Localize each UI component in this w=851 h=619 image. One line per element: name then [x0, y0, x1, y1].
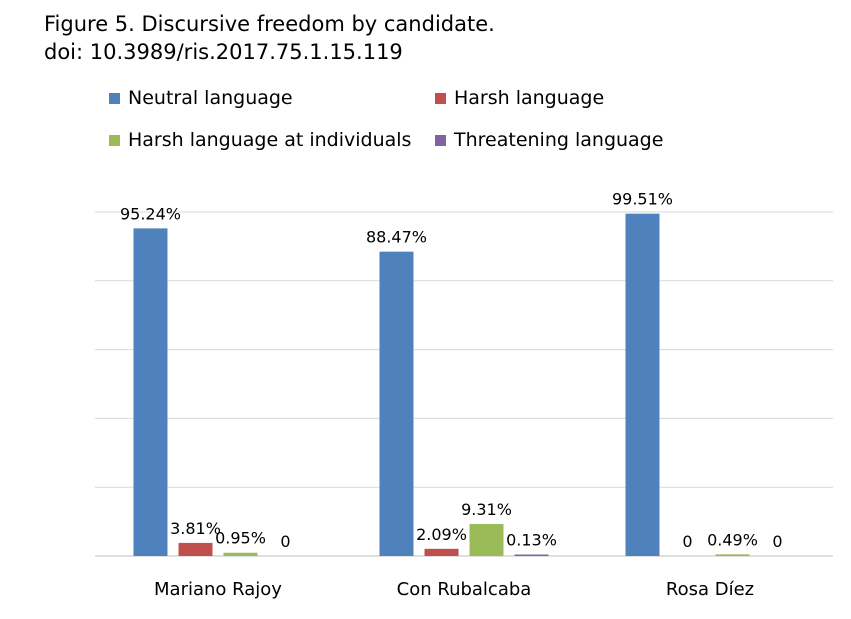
category-label-2: Rosa Díez	[666, 579, 754, 600]
data-label-1-0: 88.47%	[366, 228, 427, 247]
legend-swatch-harsh-individuals	[109, 134, 120, 146]
data-label-0-1: 3.81%	[170, 519, 221, 538]
legend-item-threatening: Threatening language	[435, 129, 663, 151]
data-label-1-2: 9.31%	[461, 500, 512, 519]
data-label-0-0: 95.24%	[120, 204, 181, 223]
data-label-1-1: 2.09%	[416, 525, 467, 544]
legend-item-harsh-individuals: Harsh language at individuals	[109, 129, 411, 151]
data-label-0-2: 0.95%	[215, 529, 266, 548]
legend-item-neutral: Neutral language	[109, 87, 293, 109]
title-line-2: doi: 10.3989/ris.2017.75.1.15.119	[44, 40, 403, 64]
legend-swatch-harsh	[435, 92, 446, 104]
legend-swatch-threatening	[435, 134, 446, 146]
legend-swatch-neutral	[109, 92, 120, 104]
data-label-0-3: 0	[280, 532, 290, 551]
category-label-1: Con Rubalcaba	[397, 579, 532, 600]
legend-label-harsh: Harsh language	[454, 87, 605, 109]
data-label-2-2: 0.49%	[707, 530, 758, 549]
bar-2-0	[625, 213, 660, 556]
chart-legend: Neutral language Harsh language Harsh la…	[0, 0, 851, 160]
bar-0-1	[178, 542, 213, 556]
data-label-2-0: 99.51%	[612, 190, 673, 209]
bar-1-0	[379, 251, 414, 556]
chart-title: Figure 5. Discursive freedom by candidat…	[44, 10, 495, 66]
bar-0-0	[133, 228, 168, 557]
category-label-0: Mariano Rajoy	[154, 579, 282, 600]
bar-1-2	[469, 523, 504, 556]
bar-2-2	[715, 554, 750, 556]
title-line-1: Figure 5. Discursive freedom by candidat…	[44, 12, 495, 36]
data-label-1-3: 0.13%	[506, 531, 557, 550]
bar-0-2	[223, 552, 258, 556]
legend-label-harsh-individuals: Harsh language at individuals	[128, 129, 412, 151]
data-label-2-1: 0	[682, 532, 692, 551]
legend-label-threatening: Threatening language	[454, 129, 664, 151]
legend-label-neutral: Neutral language	[128, 87, 293, 109]
bar-1-3	[514, 554, 549, 556]
data-label-2-3: 0	[772, 532, 782, 551]
legend-item-harsh: Harsh language	[435, 87, 604, 109]
bar-1-1	[424, 548, 459, 556]
